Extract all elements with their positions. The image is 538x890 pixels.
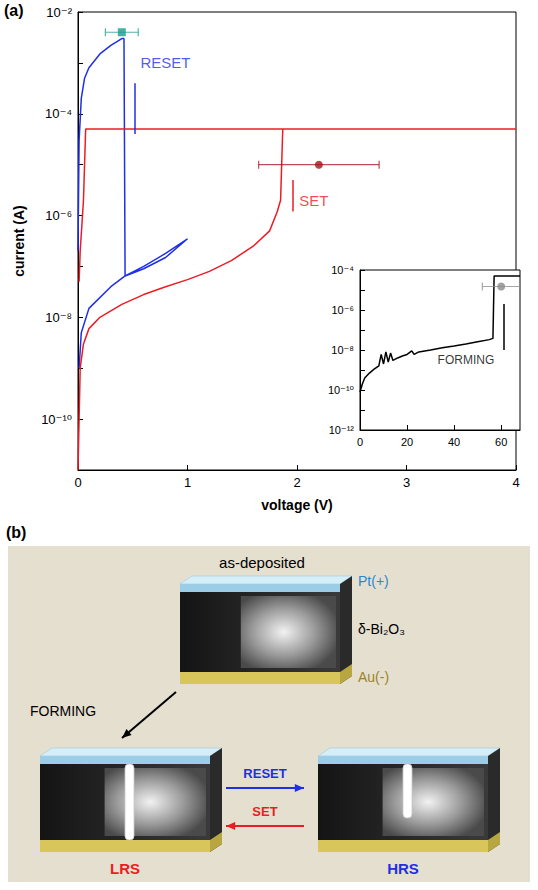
svg-text:1: 1	[184, 475, 191, 490]
svg-text:δ-Bi₂O₃: δ-Bi₂O₃	[358, 621, 405, 637]
svg-text:10⁻⁴: 10⁻⁴	[331, 264, 354, 276]
svg-text:(a): (a)	[4, 2, 24, 19]
svg-text:FORMING: FORMING	[438, 353, 495, 367]
svg-text:(b): (b)	[6, 524, 26, 541]
svg-text:Au(-): Au(-)	[358, 669, 389, 685]
svg-text:0: 0	[74, 475, 81, 490]
svg-text:4: 4	[512, 475, 519, 490]
svg-text:10⁻¹⁰: 10⁻¹⁰	[41, 412, 72, 427]
svg-text:20: 20	[401, 436, 413, 448]
svg-text:10⁻⁶: 10⁻⁶	[45, 208, 72, 223]
svg-text:as-deposited: as-deposited	[219, 554, 305, 571]
svg-text:LRS: LRS	[110, 860, 140, 877]
svg-text:FORMING: FORMING	[30, 703, 96, 719]
svg-text:60: 60	[495, 436, 507, 448]
svg-text:RESET: RESET	[243, 766, 286, 781]
svg-text:10⁻²: 10⁻²	[46, 5, 72, 20]
svg-text:10⁻⁸: 10⁻⁸	[45, 310, 72, 325]
svg-text:10⁻¹²: 10⁻¹²	[329, 424, 355, 436]
svg-text:2: 2	[293, 475, 300, 490]
svg-text:Pt(+): Pt(+)	[358, 573, 389, 589]
svg-text:voltage (V): voltage (V)	[261, 497, 333, 513]
svg-text:40: 40	[448, 436, 460, 448]
svg-text:3: 3	[403, 475, 410, 490]
svg-text:SET: SET	[299, 192, 328, 209]
svg-text:0: 0	[357, 436, 363, 448]
svg-text:RESET: RESET	[140, 54, 190, 71]
svg-text:HRS: HRS	[387, 860, 419, 877]
svg-text:SET: SET	[252, 804, 277, 819]
svg-text:10⁻¹⁰: 10⁻¹⁰	[328, 384, 355, 396]
svg-text:10⁻⁸: 10⁻⁸	[331, 344, 354, 356]
svg-text:10⁻⁶: 10⁻⁶	[331, 304, 354, 316]
svg-text:10⁻⁴: 10⁻⁴	[45, 106, 72, 121]
svg-text:current (A): current (A)	[11, 205, 27, 277]
